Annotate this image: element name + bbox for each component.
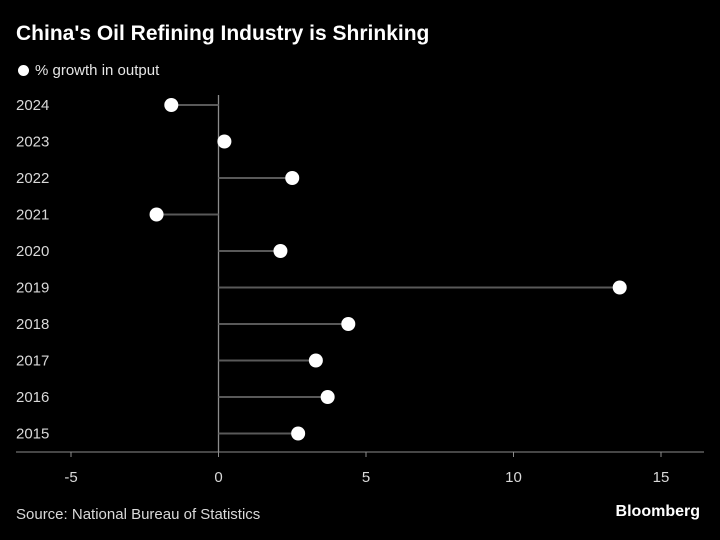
x-tick-label: 5 [362,469,370,486]
y-category-label: 2020 [16,243,49,260]
x-tick-label: 15 [653,469,670,486]
y-category-label: 2016 [16,389,49,406]
y-category-label: 2024 [16,97,49,114]
y-category-label: 2023 [16,134,49,151]
data-point [149,207,164,222]
data-point [291,426,306,441]
data-point [308,353,323,368]
y-category-label: 2021 [16,207,49,224]
data-point [217,134,232,149]
data-point [612,280,627,295]
legend-marker [18,65,29,76]
chart-title: China's Oil Refining Industry is Shrinki… [16,22,430,45]
x-tick-label: 0 [214,469,222,486]
data-point [320,390,335,404]
y-category-label: 2015 [16,426,49,443]
y-category-label: 2022 [16,170,49,187]
source-note: Source: National Bureau of Statistics [16,506,261,523]
data-point [164,98,179,112]
data-point [341,317,356,331]
legend: % growth in output [18,62,159,79]
data-point [273,244,288,258]
y-category-label: 2017 [16,353,49,370]
y-category-label: 2018 [16,316,49,333]
x-tick-label: 10 [505,469,522,486]
data-point [285,171,300,185]
bloomberg-logo: Bloomberg [615,503,700,520]
legend-label: % growth in output [35,62,160,79]
x-tick-label: -5 [64,469,77,486]
y-category-label: 2019 [16,280,49,297]
